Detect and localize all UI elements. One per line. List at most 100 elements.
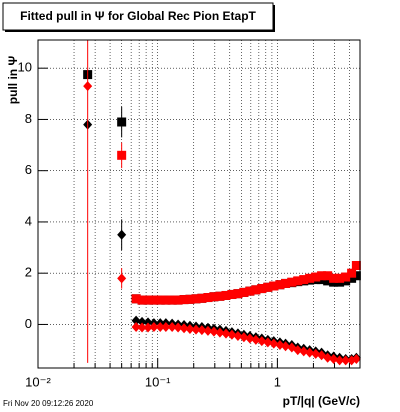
marker (149, 295, 159, 305)
marker (143, 322, 153, 333)
y-tick-label: 10 (18, 60, 32, 75)
marker (203, 293, 213, 303)
marker (203, 325, 213, 336)
marker (83, 81, 93, 92)
marker (281, 278, 291, 288)
marker (227, 289, 237, 299)
x-tick-label: 10⁻² (25, 374, 51, 389)
marker (299, 275, 309, 285)
marker (191, 324, 201, 335)
marker (323, 276, 333, 286)
x-tick-label: 10⁻¹ (145, 374, 171, 389)
marker (311, 272, 321, 282)
marker (323, 271, 333, 281)
marker (149, 322, 159, 332)
marker (167, 322, 177, 332)
marker (281, 341, 291, 352)
marker (137, 316, 147, 327)
marker (215, 291, 225, 301)
marker (323, 352, 333, 363)
marker (329, 273, 339, 283)
marker (245, 286, 255, 296)
marker (251, 285, 261, 295)
marker (209, 326, 219, 337)
marker (185, 294, 195, 304)
marker (155, 295, 165, 305)
marker (351, 261, 361, 270)
marker (179, 295, 189, 305)
marker (351, 354, 361, 365)
y-tick-label: 2 (25, 265, 32, 280)
title-box (2, 2, 274, 31)
marker (263, 337, 273, 348)
marker (131, 322, 141, 332)
marker (269, 281, 279, 291)
marker (239, 287, 249, 297)
marker (233, 330, 243, 341)
x-tick-label: 1 (274, 374, 281, 389)
marker (161, 322, 171, 332)
marker (191, 294, 201, 304)
marker (221, 328, 231, 339)
marker (117, 229, 127, 240)
marker (245, 333, 255, 344)
marker (117, 273, 127, 284)
marker (317, 271, 327, 281)
marker (341, 355, 351, 366)
marker (173, 295, 183, 305)
marker (239, 332, 249, 343)
marker (329, 354, 339, 365)
marker (305, 273, 315, 283)
marker (155, 322, 165, 332)
marker (197, 325, 207, 336)
marker (233, 289, 243, 299)
chart-title: Fitted pull in Ψ for Global Rec Pion Eta… (20, 9, 256, 23)
y-tick-label: 6 (25, 162, 32, 177)
marker (269, 338, 279, 349)
marker (347, 268, 357, 278)
marker (275, 280, 285, 290)
marker (351, 271, 361, 281)
marker (305, 347, 315, 358)
marker (293, 345, 303, 356)
marker (161, 295, 171, 305)
marker (117, 150, 127, 160)
marker (197, 293, 207, 303)
marker (227, 329, 237, 340)
marker (143, 295, 153, 305)
marker (251, 334, 261, 345)
y-tick-label: 4 (25, 213, 32, 228)
marker (263, 282, 273, 292)
frame (37, 39, 361, 369)
marker (137, 322, 147, 333)
marker (287, 277, 297, 287)
marker (257, 284, 267, 294)
footer: Fri Nov 20 09:12:26 2020 (3, 399, 94, 408)
marker (185, 324, 195, 335)
y-axis-label: pull in Ψ (6, 56, 20, 105)
marker (131, 315, 141, 326)
marker (221, 290, 231, 300)
y-tick-label: 0 (25, 316, 32, 331)
marker (293, 276, 303, 286)
marker (341, 272, 351, 282)
marker (209, 292, 219, 302)
marker (117, 117, 127, 127)
marker (257, 336, 267, 347)
marker (335, 355, 345, 366)
marker (215, 327, 225, 338)
marker (173, 322, 183, 333)
x-axis-label: pT/|q| (GeV/c) (283, 394, 360, 408)
marker (137, 295, 147, 305)
marker (143, 317, 153, 328)
marker (347, 273, 357, 283)
marker (167, 295, 177, 305)
marker (131, 294, 141, 304)
marker (179, 323, 189, 334)
marker (311, 348, 321, 359)
marker (335, 273, 345, 283)
y-tick-label: 8 (25, 111, 32, 126)
